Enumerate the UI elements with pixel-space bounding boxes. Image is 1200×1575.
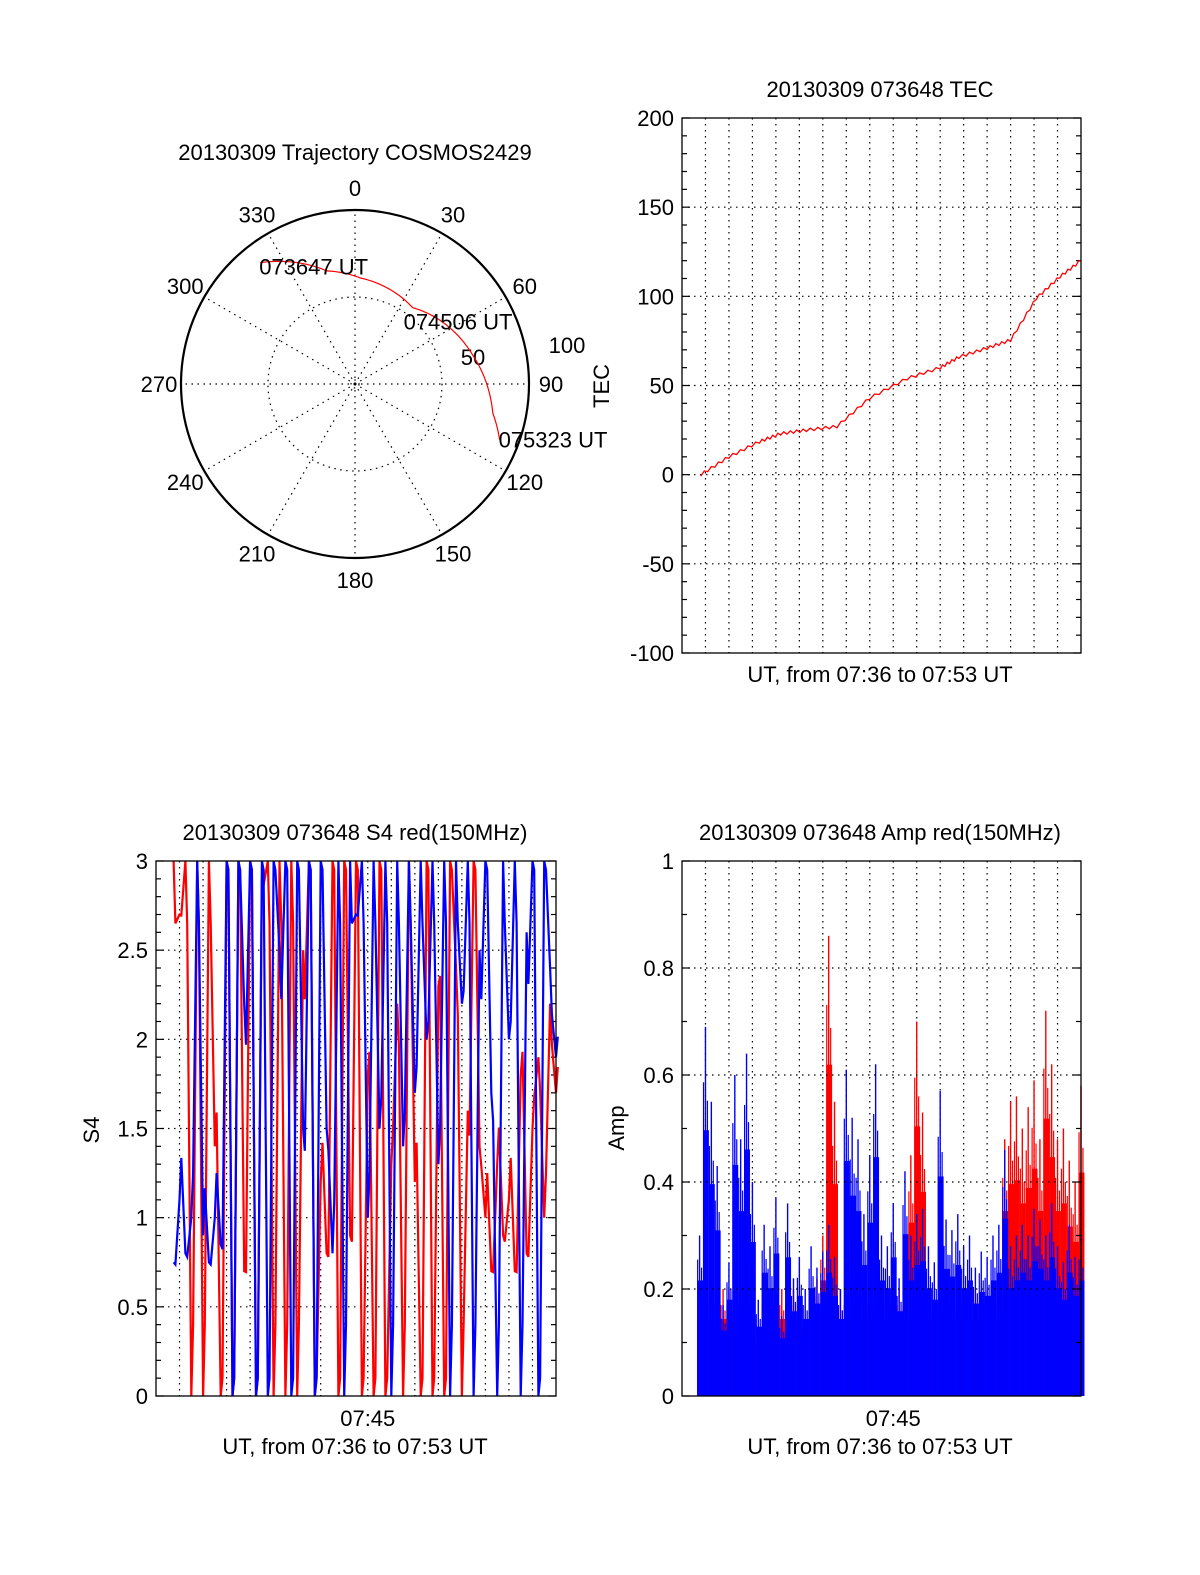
ytick-label: 150 — [637, 195, 674, 220]
ytick-label: 0.5 — [117, 1295, 148, 1320]
tec-title: 20130309 073648 TEC — [766, 77, 993, 102]
xtick-label: 07:45 — [340, 1406, 395, 1431]
polar-angle-label: 300 — [167, 274, 204, 299]
xtick-label: 07:45 — [866, 1406, 921, 1431]
trajectory-line — [260, 260, 501, 440]
ytick-label: 200 — [637, 106, 674, 131]
polar-center — [350, 379, 360, 389]
amp-chart: 20130309 073648 Amp red(150MHz) UT, from… — [604, 820, 1085, 1459]
polar-title: 20130309 Trajectory COSMOS2429 — [178, 140, 531, 165]
tec-chart: 20130309 073648 TEC UT, from 07:36 to 07… — [589, 77, 1082, 687]
polar-angle-label: 210 — [239, 542, 276, 567]
polar-radial-label: 50 — [461, 345, 485, 370]
ytick-label: 0.2 — [643, 1277, 674, 1302]
ytick-label: 0.6 — [643, 1063, 674, 1088]
polar-angle-label: 120 — [506, 470, 543, 495]
polar-angle-label: 30 — [441, 202, 465, 227]
polar-outer-circle — [179, 208, 531, 560]
plot-frame — [155, 860, 557, 1397]
polar-spoke — [204, 296, 356, 385]
ytick-label: 0 — [136, 1384, 148, 1409]
polar-spoke — [354, 233, 443, 385]
ytick-label: 0.4 — [643, 1170, 674, 1195]
ytick-label: 1 — [136, 1206, 148, 1231]
polar-ring — [267, 296, 443, 472]
ytick-label: 3 — [136, 849, 148, 874]
s4-chart: 20130309 073648 S4 red(150MHz) UT, from … — [79, 820, 559, 1459]
ytick-label: 1 — [662, 849, 674, 874]
polar-spoke — [354, 296, 506, 385]
ytick-label: 50 — [650, 374, 674, 399]
polar-spoke — [354, 383, 506, 472]
ytick-label: -50 — [642, 552, 674, 577]
polar-angle-label: 90 — [539, 372, 563, 397]
trajectory-time-label: 074506 UT — [404, 310, 513, 335]
polar-spoke — [267, 233, 356, 385]
polar-spoke — [354, 383, 443, 535]
amp-title: 20130309 073648 Amp red(150MHz) — [699, 820, 1061, 845]
ytick-label: 2 — [136, 1027, 148, 1052]
polar-angle-label: 150 — [435, 542, 472, 567]
amp-ylabel: Amp — [604, 1105, 629, 1150]
plot-frame — [681, 860, 1082, 1397]
ytick-label: 2.5 — [117, 938, 148, 963]
ytick-label: 100 — [637, 284, 674, 309]
trajectory-time-label: 075323 UT — [499, 427, 608, 452]
tec-line — [700, 260, 1082, 477]
polar-angle-label: 180 — [337, 568, 374, 593]
polar-radial-label: 100 — [549, 333, 586, 358]
polar-spoke — [267, 383, 356, 535]
trajectory-time-label: 073647 UT — [259, 255, 368, 280]
s4-blue-line — [172, 860, 559, 1397]
polar-spoke — [204, 383, 356, 472]
polar-trajectory-chart: 20130309 Trajectory COSMOS2429 0 30 60 90 12… — [141, 140, 608, 593]
amp-bars — [697, 935, 1085, 1396]
amp-xlabel: UT, from 07:36 to 07:53 UT — [747, 1434, 1012, 1459]
polar-angle-label: 60 — [512, 274, 536, 299]
plot-frame — [681, 117, 1082, 654]
ytick-label: 0 — [662, 463, 674, 488]
tec-ylabel: TEC — [589, 364, 614, 408]
polar-angle-label: 270 — [141, 372, 178, 397]
polar-angle-label: 330 — [239, 202, 276, 227]
polar-angle-label: 0 — [349, 176, 361, 201]
ytick-label: 0 — [662, 1384, 674, 1409]
ytick-label: 1.5 — [117, 1117, 148, 1142]
ytick-label: 0.8 — [643, 956, 674, 981]
tec-xlabel: UT, from 07:36 to 07:53 UT — [747, 662, 1012, 687]
s4-title: 20130309 073648 S4 red(150MHz) — [183, 820, 528, 845]
s4-xlabel: UT, from 07:36 to 07:53 UT — [222, 1434, 487, 1459]
polar-angle-label: 240 — [167, 470, 204, 495]
ytick-label: -100 — [630, 641, 674, 666]
s4-ylabel: S4 — [79, 1117, 104, 1144]
